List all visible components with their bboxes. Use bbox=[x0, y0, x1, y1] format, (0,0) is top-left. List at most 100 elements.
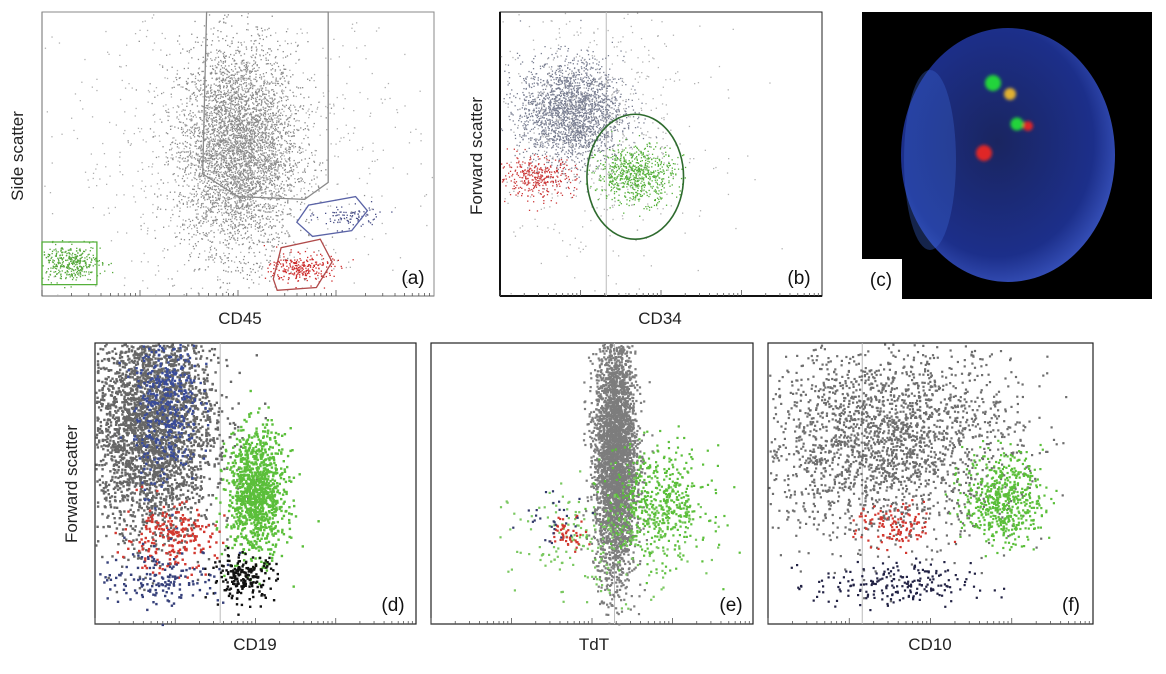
event-point bbox=[238, 146, 240, 148]
event-point bbox=[234, 99, 237, 101]
event-point bbox=[238, 78, 240, 80]
event-point bbox=[247, 163, 249, 165]
event-point bbox=[283, 96, 285, 98]
event-point bbox=[254, 70, 256, 72]
event-point bbox=[257, 227, 260, 229]
event-point bbox=[236, 109, 238, 111]
event-point bbox=[275, 211, 278, 213]
event-point bbox=[180, 86, 182, 88]
event-point bbox=[226, 228, 229, 231]
event-point bbox=[258, 99, 260, 101]
event-point bbox=[304, 193, 306, 196]
event-point bbox=[248, 194, 250, 196]
event-point bbox=[273, 250, 275, 252]
event-point bbox=[270, 276, 272, 278]
event-point bbox=[356, 47, 358, 49]
event-point bbox=[264, 141, 266, 143]
event-point bbox=[236, 115, 239, 117]
event-point bbox=[222, 282, 224, 284]
event-point bbox=[207, 194, 209, 196]
event-point bbox=[254, 187, 257, 189]
event-point bbox=[244, 104, 247, 106]
event-point bbox=[307, 78, 309, 80]
event-point bbox=[224, 244, 226, 246]
event-point bbox=[272, 121, 274, 123]
event-point bbox=[176, 204, 178, 206]
event-point bbox=[164, 77, 166, 79]
event-point bbox=[289, 208, 291, 210]
event-point bbox=[322, 47, 324, 49]
event-point bbox=[231, 187, 234, 189]
event-point bbox=[251, 70, 253, 72]
event-point bbox=[244, 77, 246, 79]
event-point bbox=[272, 131, 274, 133]
event-point bbox=[248, 91, 250, 93]
event-point bbox=[224, 233, 226, 235]
event-point bbox=[182, 128, 184, 130]
event-point bbox=[209, 148, 211, 150]
event-point bbox=[146, 233, 149, 235]
event-point bbox=[258, 181, 260, 184]
event-point bbox=[225, 206, 227, 208]
event-point bbox=[224, 60, 227, 62]
event-point bbox=[259, 55, 261, 57]
event-point bbox=[51, 162, 53, 164]
event-point bbox=[227, 143, 229, 145]
event-point bbox=[253, 67, 255, 69]
event-point bbox=[241, 185, 243, 187]
event-point bbox=[231, 188, 233, 190]
event-point bbox=[225, 95, 227, 98]
event-point bbox=[282, 211, 284, 213]
event-point bbox=[239, 187, 241, 190]
event-point bbox=[176, 79, 178, 81]
event-point bbox=[213, 172, 215, 175]
event-point bbox=[262, 171, 264, 173]
event-point bbox=[241, 150, 243, 152]
event-point bbox=[178, 43, 181, 45]
event-point bbox=[264, 161, 266, 163]
event-point bbox=[261, 167, 263, 169]
event-point bbox=[219, 117, 221, 119]
event-point bbox=[213, 261, 216, 263]
event-point bbox=[236, 145, 238, 148]
event-point bbox=[236, 32, 238, 35]
event-point bbox=[209, 176, 211, 178]
event-point bbox=[243, 131, 245, 133]
event-point bbox=[255, 164, 258, 166]
event-point bbox=[212, 129, 214, 131]
event-point bbox=[126, 232, 128, 234]
event-point bbox=[263, 75, 265, 78]
event-point bbox=[222, 18, 225, 20]
event-point bbox=[223, 110, 226, 112]
event-point bbox=[228, 80, 230, 82]
event-point bbox=[289, 183, 291, 185]
event-point bbox=[209, 193, 211, 196]
event-point bbox=[227, 186, 230, 188]
event-point bbox=[246, 227, 249, 229]
event-point bbox=[274, 185, 276, 187]
event-point bbox=[195, 224, 197, 226]
event-point bbox=[262, 141, 264, 143]
event-point bbox=[266, 141, 268, 143]
event-point bbox=[234, 233, 236, 235]
event-point bbox=[243, 108, 245, 111]
event-point bbox=[238, 132, 240, 134]
event-point bbox=[225, 210, 227, 212]
event-point bbox=[245, 177, 248, 179]
event-point bbox=[286, 118, 289, 120]
event-point bbox=[228, 242, 230, 245]
event-point bbox=[258, 276, 261, 278]
event-point bbox=[247, 203, 249, 205]
event-point bbox=[194, 174, 196, 176]
event-point bbox=[290, 271, 292, 273]
event-point bbox=[215, 218, 217, 220]
event-point bbox=[251, 173, 253, 175]
event-point bbox=[189, 254, 191, 256]
event-point bbox=[243, 114, 245, 116]
event-point bbox=[178, 195, 180, 197]
event-point bbox=[211, 118, 213, 120]
event-point bbox=[345, 124, 347, 126]
event-point bbox=[190, 73, 192, 75]
event-point bbox=[249, 140, 251, 142]
event-point bbox=[203, 195, 205, 198]
